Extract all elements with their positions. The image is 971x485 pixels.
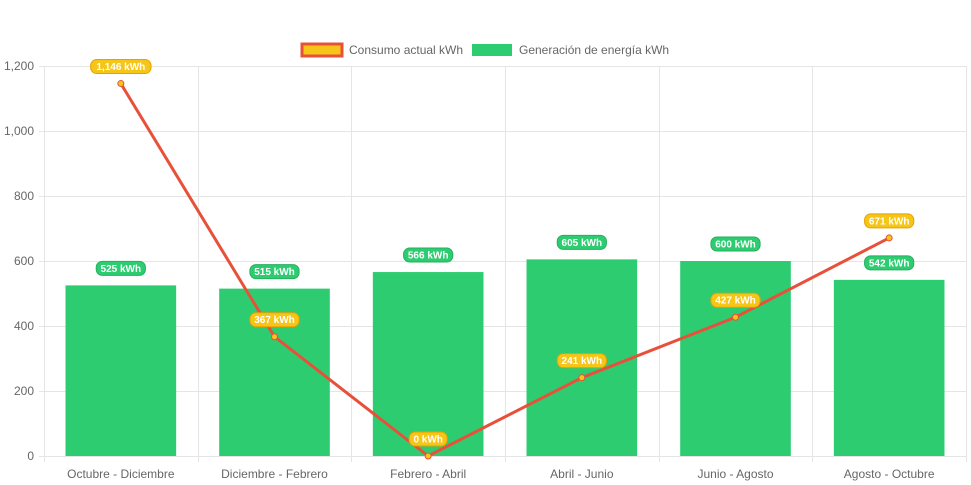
bar-value-label-bg bbox=[710, 236, 761, 252]
bar-value-label-text: 605 kWh bbox=[562, 238, 603, 249]
bar-value-label: 515 kWh bbox=[249, 264, 300, 280]
line-value-label: 671 kWh bbox=[864, 213, 915, 229]
line-value-label: 1,146 kWh bbox=[90, 59, 152, 75]
bar bbox=[65, 285, 177, 456]
line-value-label-text: 367 kWh bbox=[254, 315, 295, 326]
bar-value-label-text: 542 kWh bbox=[869, 258, 910, 269]
y-tick-label: 400 bbox=[14, 319, 34, 333]
line-value-label-bg bbox=[710, 292, 761, 308]
data-labels: 525 kWh 515 kWh 566 kWh 605 kWh 600 kWh 542 k… bbox=[90, 59, 915, 447]
y-tick-label: 600 bbox=[14, 254, 34, 268]
bar bbox=[680, 261, 791, 456]
legend: Consumo actual kWh Generación de energía … bbox=[300, 42, 669, 58]
y-tick-label: 1,200 bbox=[4, 59, 34, 73]
bar-value-label: 525 kWh bbox=[95, 260, 146, 276]
y-tick-label: 0 bbox=[27, 449, 34, 463]
bar-value-label-bg bbox=[249, 264, 300, 280]
bar-value-label-bg bbox=[556, 234, 607, 250]
line-value-label: 241 kWh bbox=[556, 353, 607, 369]
bar-value-label-text: 566 kWh bbox=[408, 251, 449, 262]
line-value-label: 427 kWh bbox=[710, 292, 761, 308]
bar-value-label-text: 600 kWh bbox=[715, 240, 756, 251]
bar-value-label-text: 515 kWh bbox=[254, 267, 295, 278]
line-value-label-text: 1,146 kWh bbox=[96, 62, 145, 73]
bar-value-label-bg bbox=[95, 260, 146, 276]
y-tick-label: 1,000 bbox=[4, 124, 34, 138]
bar bbox=[372, 272, 484, 456]
x-tick-label: Agosto - Octubre bbox=[844, 467, 935, 481]
legend-label-generacion: Generación de energía kWh bbox=[519, 43, 669, 57]
x-tick-label: Octubre - Diciembre bbox=[67, 467, 175, 481]
legend-item-consumo: Consumo actual kWh bbox=[300, 42, 463, 58]
bar-value-label-bg bbox=[403, 247, 454, 263]
legend-swatch-generacion bbox=[472, 44, 512, 56]
y-tick-label: 200 bbox=[14, 384, 34, 398]
bar-value-label: 605 kWh bbox=[556, 234, 607, 250]
line-point bbox=[732, 313, 739, 321]
line-point bbox=[578, 374, 586, 382]
legend-label-consumo: Consumo actual kWh bbox=[349, 43, 463, 57]
grid-lines bbox=[39, 66, 967, 462]
line-point bbox=[271, 333, 278, 341]
consumption-line bbox=[119, 82, 890, 458]
line-series bbox=[117, 80, 893, 460]
x-tick-label: Abril - Junio bbox=[550, 467, 614, 481]
line-value-label-bg bbox=[90, 59, 152, 75]
line-value-label-text: 427 kWh bbox=[715, 296, 756, 307]
legend-swatch-consumo bbox=[300, 42, 344, 58]
line-value-label: 0 kWh bbox=[408, 431, 448, 447]
line-value-label-text: 0 kWh bbox=[413, 435, 442, 446]
bar-value-label: 600 kWh bbox=[710, 236, 761, 252]
x-tick-label: Diciembre - Febrero bbox=[221, 467, 328, 481]
bar bbox=[833, 279, 945, 456]
x-tick-label: Febrero - Abril bbox=[390, 467, 466, 481]
line-point bbox=[117, 80, 125, 88]
line-value-label-bg bbox=[249, 312, 300, 328]
y-tick-label: 800 bbox=[14, 189, 34, 203]
bar-value-label: 542 kWh bbox=[864, 255, 915, 271]
line-value-label-text: 241 kWh bbox=[562, 356, 603, 367]
line-point bbox=[424, 452, 432, 460]
line-value-label-bg bbox=[556, 353, 607, 369]
x-tick-label: Junio - Agosto bbox=[697, 467, 773, 481]
bar-value-label-text: 525 kWh bbox=[101, 264, 142, 275]
line-value-label: 367 kWh bbox=[249, 312, 300, 328]
bar-value-label: 566 kWh bbox=[403, 247, 454, 263]
line-value-label-text: 671 kWh bbox=[869, 216, 910, 227]
line-value-label-bg bbox=[408, 431, 448, 447]
bar-value-label-bg bbox=[864, 255, 915, 271]
axes: 0 200 400 600 800 1,000 1,200 Octubre - Diciemb… bbox=[4, 59, 935, 481]
line-point bbox=[885, 234, 893, 242]
legend-item-generacion: Generación de energía kWh bbox=[472, 43, 669, 57]
line-value-label-bg bbox=[864, 213, 915, 229]
